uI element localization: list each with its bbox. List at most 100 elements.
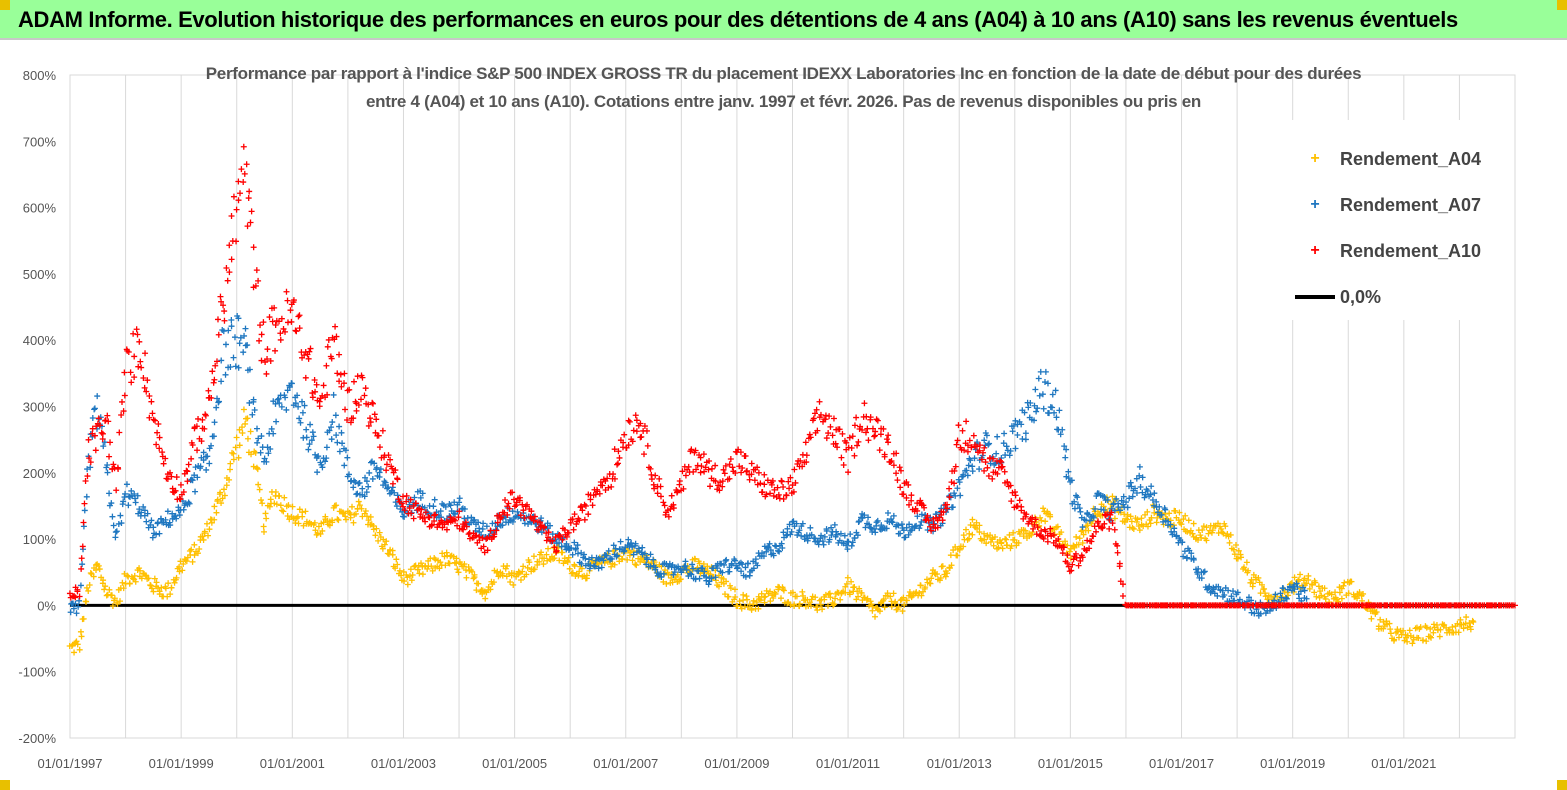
data-point-rendement_a04 xyxy=(1230,546,1237,553)
data-point-rendement_a10 xyxy=(970,432,977,439)
data-point-rendement_a07 xyxy=(885,510,892,517)
data-point-rendement_a10 xyxy=(491,531,498,538)
data-point-rendement_a07 xyxy=(261,455,268,462)
data-point-rendement_a10 xyxy=(990,455,997,462)
data-point-rendement_a10 xyxy=(545,529,552,536)
data-point-rendement_a10 xyxy=(748,471,755,478)
data-point-rendement_a04 xyxy=(517,576,524,583)
data-point-rendement_a04 xyxy=(350,519,357,526)
data-point-rendement_a04 xyxy=(78,633,85,640)
data-point-rendement_a04 xyxy=(1404,638,1411,645)
data-point-rendement_a04 xyxy=(358,505,365,512)
data-point-rendement_a10 xyxy=(365,401,372,408)
data-point-rendement_a04 xyxy=(404,574,411,581)
data-point-rendement_a10 xyxy=(799,463,806,470)
data-point-rendement_a10 xyxy=(243,161,250,168)
data-point-rendement_a07 xyxy=(391,489,398,496)
data-point-rendement_a10 xyxy=(344,417,351,424)
data-point-rendement_a04 xyxy=(329,517,336,524)
data-point-rendement_a04 xyxy=(168,584,175,591)
data-point-rendement_a04 xyxy=(947,552,954,559)
data-point-rendement_a10 xyxy=(853,414,860,421)
data-point-rendement_a04 xyxy=(406,573,413,580)
data-point-rendement_a07 xyxy=(162,516,169,523)
legend-marker-a04: + xyxy=(1310,150,1320,167)
data-point-rendement_a10 xyxy=(679,468,686,475)
data-point-rendement_a07 xyxy=(77,582,84,589)
data-point-rendement_a04 xyxy=(1189,530,1196,537)
data-point-rendement_a07 xyxy=(969,468,976,475)
data-point-rendement_a07 xyxy=(222,341,229,348)
data-point-rendement_a07 xyxy=(67,609,74,616)
data-point-rendement_a07 xyxy=(362,474,369,481)
data-point-rendement_a10 xyxy=(790,488,797,495)
data-point-rendement_a07 xyxy=(1062,454,1069,461)
data-point-rendement_a10 xyxy=(85,436,92,443)
data-point-rendement_a07 xyxy=(328,436,335,443)
data-point-rendement_a04 xyxy=(300,522,307,529)
data-point-rendement_a07 xyxy=(1127,479,1134,486)
data-point-rendement_a10 xyxy=(439,524,446,531)
data-point-rendement_a10 xyxy=(729,464,736,471)
data-point-rendement_a10 xyxy=(589,502,596,509)
data-point-rendement_a04 xyxy=(180,560,187,567)
data-point-rendement_a04 xyxy=(799,592,806,599)
data-point-rendement_a04 xyxy=(962,526,969,533)
data-point-rendement_a10 xyxy=(674,488,681,495)
data-point-rendement_a07 xyxy=(763,548,770,555)
data-point-rendement_a04 xyxy=(780,587,787,594)
y-tick-label: 600% xyxy=(23,201,57,216)
data-point-rendement_a10 xyxy=(759,489,766,496)
data-point-rendement_a10 xyxy=(309,394,316,401)
data-point-rendement_a10 xyxy=(110,461,117,468)
data-point-rendement_a10 xyxy=(1072,550,1079,557)
data-point-rendement_a10 xyxy=(727,455,734,462)
data-point-rendement_a04 xyxy=(147,582,154,589)
data-point-rendement_a07 xyxy=(94,393,101,400)
data-point-rendement_a07 xyxy=(1206,583,1213,590)
data-point-rendement_a07 xyxy=(112,534,119,541)
data-point-rendement_a04 xyxy=(376,529,383,536)
data-point-rendement_a04 xyxy=(1234,555,1241,562)
data-point-rendement_a04 xyxy=(510,581,517,588)
data-point-rendement_a07 xyxy=(197,463,204,470)
data-point-rendement_a04 xyxy=(101,586,108,593)
data-point-rendement_a07 xyxy=(292,400,299,407)
data-point-rendement_a10 xyxy=(964,442,971,449)
data-point-rendement_a04 xyxy=(266,503,273,510)
data-point-rendement_a10 xyxy=(336,378,343,385)
data-point-rendement_a04 xyxy=(1427,633,1434,640)
data-point-rendement_a07 xyxy=(865,521,872,528)
data-point-rendement_a10 xyxy=(245,195,252,202)
data-point-rendement_a04 xyxy=(414,566,421,573)
data-point-rendement_a10 xyxy=(403,492,410,499)
data-point-rendement_a04 xyxy=(76,646,83,653)
data-point-rendement_a04 xyxy=(1111,515,1118,522)
data-point-rendement_a04 xyxy=(1470,618,1477,625)
data-point-rendement_a07 xyxy=(401,513,408,520)
data-point-rendement_a04 xyxy=(165,580,172,587)
data-point-rendement_a07 xyxy=(365,483,372,490)
data-point-rendement_a10 xyxy=(105,418,112,425)
data-point-rendement_a10 xyxy=(431,517,438,524)
data-point-rendement_a10 xyxy=(483,536,490,543)
data-point-rendement_a07 xyxy=(689,561,696,568)
data-point-rendement_a07 xyxy=(333,432,340,439)
data-point-rendement_a04 xyxy=(1020,533,1027,540)
data-point-rendement_a10 xyxy=(582,503,589,510)
data-point-rendement_a10 xyxy=(128,379,135,386)
data-point-rendement_a04 xyxy=(700,560,707,567)
data-point-rendement_a07 xyxy=(1021,409,1028,416)
data-point-rendement_a07 xyxy=(1001,430,1008,437)
data-point-rendement_a10 xyxy=(1099,524,1106,531)
data-point-rendement_a07 xyxy=(914,513,921,520)
data-point-rendement_a10 xyxy=(118,398,125,405)
data-point-rendement_a10 xyxy=(504,511,511,518)
data-point-rendement_a04 xyxy=(1368,615,1375,622)
data-point-rendement_a04 xyxy=(255,481,262,488)
data-point-rendement_a04 xyxy=(559,549,566,556)
data-point-rendement_a04 xyxy=(148,585,155,592)
data-point-rendement_a07 xyxy=(658,574,665,581)
data-point-rendement_a04 xyxy=(1313,593,1320,600)
data-point-rendement_a10 xyxy=(81,500,88,507)
